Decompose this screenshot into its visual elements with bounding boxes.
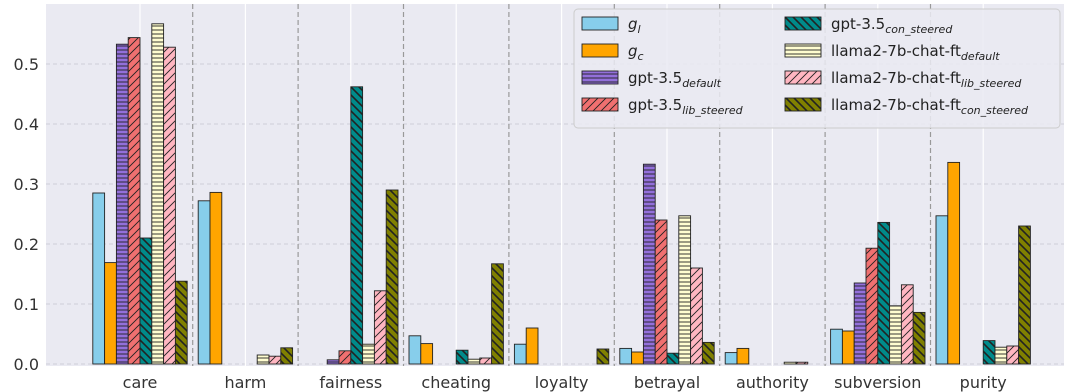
y-tick-label: 0.5 xyxy=(14,55,39,74)
bar-llama_con-purity xyxy=(1018,225,1031,365)
legend-swatch-gpt_con xyxy=(784,16,822,31)
bars xyxy=(92,23,1031,365)
x-tick-label: fairness xyxy=(319,373,382,392)
bar-g_l-authority xyxy=(724,352,738,365)
bar-llama_lib-betrayal xyxy=(690,267,703,365)
bar-gpt_default-betrayal xyxy=(642,163,656,365)
bar-llama_default-purity xyxy=(994,346,1008,365)
bar-llama_lib-purity xyxy=(1006,345,1020,365)
bar-gpt_lib-fairness xyxy=(338,350,352,365)
bar-gpt_con-cheating xyxy=(455,349,469,365)
bar-gpt_default-care xyxy=(115,43,129,365)
legend-swatch-llama_con xyxy=(784,97,822,112)
bar-g_l-betrayal xyxy=(619,347,633,365)
bar-llama_con-cheating xyxy=(491,263,504,365)
bar-llama_lib-authority xyxy=(795,361,809,365)
legend-swatch-llama_default xyxy=(784,43,822,58)
y-tick-label: 0.0 xyxy=(14,355,39,374)
bar-llama_default-cheating xyxy=(467,358,481,365)
x-tick-label: purity xyxy=(960,373,1007,392)
bar-llama_con-harm xyxy=(280,347,294,365)
legend-label-g_c: gc xyxy=(628,42,644,63)
bar-g_c-harm xyxy=(209,191,223,365)
bar-g_l-harm xyxy=(197,200,211,365)
legend-box xyxy=(573,8,1061,129)
bar-gpt_con-betrayal xyxy=(666,352,680,365)
x-axis-ticks: care harm fairness cheating loyalty betrayal a… xyxy=(123,373,1007,392)
bar-llama_con-fairness xyxy=(385,189,399,365)
legend-label-gpt_default: gpt-3.5default xyxy=(628,69,722,90)
bar-llama_default-authority xyxy=(783,361,797,365)
bar-llama_con-loyalty xyxy=(596,348,610,365)
y-tick-label: 0.2 xyxy=(14,235,39,254)
bar-llama_lib-subversion xyxy=(900,284,914,365)
legend-label-llama_default: llama2-7b-chat-ftdefault xyxy=(831,42,1000,63)
bar-g_c-cheating xyxy=(420,343,434,365)
bar-gpt_default-subversion xyxy=(853,282,867,365)
bar-g_c-subversion xyxy=(841,330,855,365)
legend-label-llama_con: llama2-7b-chat-ftcon_steered xyxy=(831,96,1029,117)
bar-gpt_lib-subversion xyxy=(865,247,879,365)
legend-swatch-llama_lib xyxy=(784,70,822,85)
legend-label-gpt_con: gpt-3.5con_steered xyxy=(831,15,953,36)
bar-llama_default-betrayal xyxy=(678,215,692,365)
bar-llama_lib-harm xyxy=(268,355,282,365)
bar-llama_default-care xyxy=(151,23,165,365)
bar-g_l-care xyxy=(92,192,106,365)
bar-llama_default-fairness xyxy=(362,343,375,365)
y-tick-label: 0.4 xyxy=(14,115,39,134)
x-tick-label: cheating xyxy=(421,373,491,392)
bar-g_l-loyalty xyxy=(513,343,527,365)
y-axis-ticks: 0.0 0.1 0.2 0.3 0.4 0.5 xyxy=(14,55,39,374)
bar-g_c-purity xyxy=(947,161,961,365)
bar-g_c-care xyxy=(104,262,117,365)
bar-llama_default-subversion xyxy=(889,305,902,365)
bar-g_c-loyalty xyxy=(525,327,539,365)
bar-llama_lib-cheating xyxy=(479,357,493,365)
bar-llama_con-subversion xyxy=(912,311,926,365)
legend: gl gc gpt-3.5default gpt-3.5lib_steered gpt-… xyxy=(573,8,1061,129)
bar-gpt_con-fairness xyxy=(350,86,364,365)
bar-g_l-purity xyxy=(935,215,949,365)
legend-swatch-gpt_lib xyxy=(581,97,619,112)
y-tick-label: 0.1 xyxy=(14,295,39,314)
bar-gpt_con-subversion xyxy=(877,221,891,365)
x-tick-label: care xyxy=(123,373,158,392)
bar-g_c-authority xyxy=(736,347,750,365)
bar-llama_con-care xyxy=(174,280,188,365)
bar-gpt_con-purity xyxy=(982,340,996,365)
x-tick-label: loyalty xyxy=(535,373,589,392)
x-tick-label: authority xyxy=(736,373,809,392)
bar-llama_lib-care xyxy=(163,46,176,365)
bar-llama_lib-fairness xyxy=(373,290,387,365)
legend-label-llama_lib: llama2-7b-chat-ftlib_steered xyxy=(831,69,1022,90)
legend-swatch-gpt_default xyxy=(581,70,619,85)
y-tick-label: 0.3 xyxy=(14,175,39,194)
bar-g_l-subversion xyxy=(830,328,843,365)
bar-gpt_lib-care xyxy=(127,37,141,365)
x-tick-label: betrayal xyxy=(634,373,700,392)
bar-gpt_lib-betrayal xyxy=(654,219,668,365)
bar-gpt_con-care xyxy=(139,237,153,365)
legend-label-g_l: gl xyxy=(628,15,641,36)
legend-swatch-g_c xyxy=(581,43,619,58)
bar-g_c-betrayal xyxy=(631,351,644,365)
bar-g_l-cheating xyxy=(408,335,422,365)
x-tick-label: harm xyxy=(224,373,266,392)
bar-gpt_default-fairness xyxy=(326,359,340,365)
legend-label-gpt_lib: gpt-3.5lib_steered xyxy=(628,96,744,117)
legend-swatch-g_l xyxy=(581,16,619,31)
bar-llama_default-harm xyxy=(256,354,270,365)
bar-llama_con-betrayal xyxy=(701,341,715,365)
x-tick-label: subversion xyxy=(834,373,921,392)
